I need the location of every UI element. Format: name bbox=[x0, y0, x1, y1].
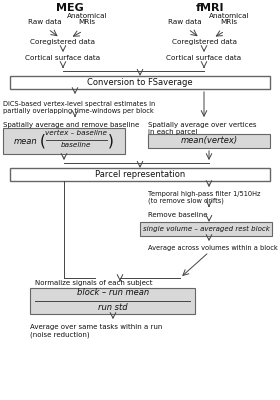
Text: fMRI: fMRI bbox=[196, 3, 224, 13]
Text: Anatomical
MRIs: Anatomical MRIs bbox=[209, 12, 249, 26]
Text: block – run mean: block – run mean bbox=[77, 288, 149, 297]
Text: Remove baseline: Remove baseline bbox=[148, 212, 207, 218]
Text: (: ( bbox=[40, 134, 46, 148]
FancyBboxPatch shape bbox=[148, 134, 270, 148]
Text: Coregistered data: Coregistered data bbox=[31, 39, 95, 45]
Text: Raw data: Raw data bbox=[28, 19, 62, 25]
Text: Average over same tasks within a run
(noise reduction): Average over same tasks within a run (no… bbox=[30, 324, 162, 338]
Text: mean: mean bbox=[14, 136, 38, 146]
Text: Coregistered data: Coregistered data bbox=[171, 39, 237, 45]
Text: Normalize signals of each subject: Normalize signals of each subject bbox=[35, 280, 153, 286]
Text: run std: run std bbox=[98, 303, 128, 312]
FancyBboxPatch shape bbox=[140, 222, 272, 236]
Text: Cortical surface data: Cortical surface data bbox=[25, 55, 101, 61]
Text: ): ) bbox=[108, 134, 114, 148]
Text: Spatially average over vertices
in each parcel: Spatially average over vertices in each … bbox=[148, 122, 256, 135]
FancyBboxPatch shape bbox=[30, 288, 195, 314]
Text: single volume – averaged rest block: single volume – averaged rest block bbox=[143, 226, 269, 232]
Text: vertex – baseline: vertex – baseline bbox=[45, 130, 107, 136]
FancyBboxPatch shape bbox=[10, 76, 270, 89]
Text: Temporal high-pass filter 1/510Hz
(to remove slow drifts): Temporal high-pass filter 1/510Hz (to re… bbox=[148, 191, 260, 204]
Text: Cortical surface data: Cortical surface data bbox=[166, 55, 242, 61]
Text: Raw data: Raw data bbox=[168, 19, 202, 25]
Text: Average across volumes within a block: Average across volumes within a block bbox=[148, 245, 278, 251]
Text: mean(vertex): mean(vertex) bbox=[180, 136, 237, 146]
FancyBboxPatch shape bbox=[3, 128, 125, 154]
Text: MEG: MEG bbox=[56, 3, 84, 13]
Text: Spatially average and remove baseline: Spatially average and remove baseline bbox=[3, 122, 139, 128]
Text: Conversion to FSaverage: Conversion to FSaverage bbox=[87, 78, 193, 87]
Text: DICS-based vertex-level spectral estimates in
partially overlapping time-windows: DICS-based vertex-level spectral estimat… bbox=[3, 101, 155, 114]
Text: Anatomical
MRIs: Anatomical MRIs bbox=[67, 12, 107, 26]
Text: baseline: baseline bbox=[61, 142, 91, 148]
FancyBboxPatch shape bbox=[10, 168, 270, 181]
Text: Parcel representation: Parcel representation bbox=[95, 170, 185, 179]
